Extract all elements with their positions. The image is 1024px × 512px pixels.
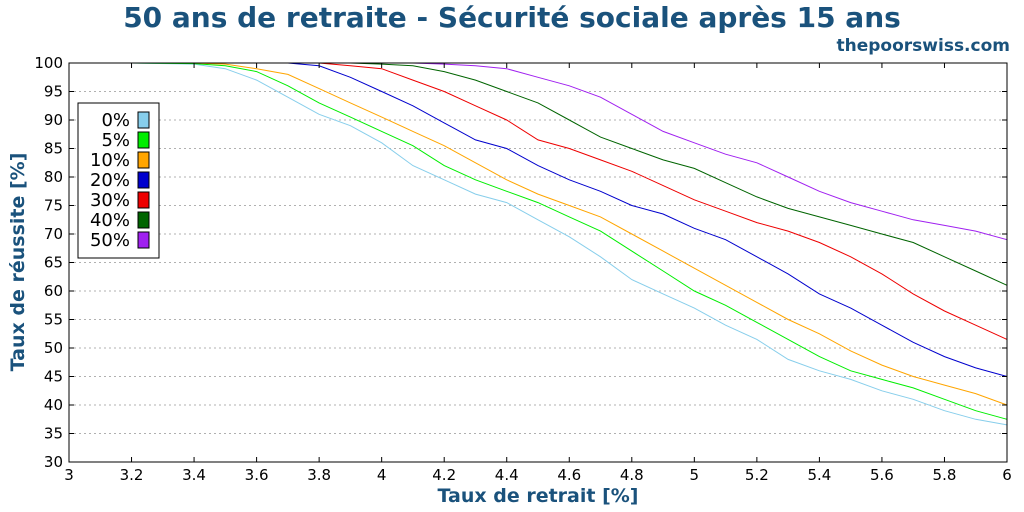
- legend: 0%5%10%20%30%40%50%: [77, 102, 160, 259]
- site-watermark: thepoorswiss.com: [836, 36, 1011, 56]
- legend-label: 40%: [90, 210, 130, 231]
- x-tick-label: 5.4: [807, 466, 831, 484]
- y-tick-label: 90: [44, 111, 63, 129]
- series-line-50pct: [69, 62, 1008, 241]
- legend-swatch: [137, 131, 150, 149]
- x-tick-label: 4.2: [432, 466, 456, 484]
- x-tick-label: 6: [1002, 466, 1012, 484]
- x-tick-label: 4: [377, 466, 387, 484]
- x-axis-ticks: 3 3.2 3.4 3.6 3.8 4 4.2 4.4 4.6 4.8 5 5.2 5.4 5.6 5.8 6: [64, 63, 1012, 484]
- legend-swatch: [137, 171, 150, 189]
- y-tick-label: 55: [44, 311, 63, 329]
- y-axis-label: Taux de réussite [%]: [7, 153, 29, 372]
- series-line-10pct: [69, 62, 1008, 406]
- series-line-30pct: [69, 62, 1008, 340]
- series-line-5pct: [69, 62, 1008, 420]
- x-tick-label: 5: [690, 466, 700, 484]
- x-tick-label: 4.8: [620, 466, 644, 484]
- y-tick-label: 35: [44, 425, 63, 443]
- grid-lines: [69, 91, 1007, 434]
- x-axis-label: Taux de retrait [%]: [438, 485, 639, 507]
- series-line-40pct: [69, 62, 1008, 286]
- y-axis-ticks: 30 35 40 45 50 55 60 65 70 75 80 85 90 95 100: [34, 54, 1007, 471]
- x-tick-label: 3.2: [120, 466, 144, 484]
- x-tick-label: 5.6: [870, 466, 894, 484]
- legend-label: 30%: [90, 190, 130, 211]
- series-lines: [69, 62, 1008, 426]
- y-tick-label: 40: [44, 396, 63, 414]
- y-tick-label: 45: [44, 368, 63, 386]
- x-tick-label: 4.4: [495, 466, 519, 484]
- y-tick-label: 60: [44, 282, 63, 300]
- x-tick-label: 3.4: [182, 466, 206, 484]
- x-tick-label: 5.2: [745, 466, 769, 484]
- legend-swatch: [137, 151, 150, 169]
- y-tick-label: 65: [44, 254, 63, 272]
- legend-label: 20%: [90, 170, 130, 191]
- legend-swatch: [137, 191, 150, 209]
- legend-label: 50%: [90, 230, 130, 251]
- y-tick-label: 85: [44, 140, 63, 158]
- legend-label: 5%: [101, 130, 130, 151]
- x-tick-label: 3.6: [245, 466, 269, 484]
- x-tick-label: 3.8: [307, 466, 331, 484]
- chart-title: 50 ans de retraite - Sécurité sociale ap…: [123, 1, 901, 34]
- y-tick-label: 50: [44, 339, 63, 357]
- y-tick-label: 95: [44, 83, 63, 101]
- legend-swatch: [137, 211, 150, 229]
- y-tick-label: 100: [34, 54, 63, 72]
- x-tick-label: 4.6: [557, 466, 581, 484]
- legend-label: 0%: [101, 110, 130, 131]
- legend-swatch: [137, 231, 150, 249]
- x-tick-label: 5.8: [933, 466, 957, 484]
- legend-swatch: [137, 111, 150, 129]
- y-tick-label: 70: [44, 225, 63, 243]
- legend-label: 10%: [90, 150, 130, 171]
- y-tick-label: 80: [44, 168, 63, 186]
- y-tick-label: 30: [44, 453, 63, 471]
- y-tick-label: 75: [44, 197, 63, 215]
- x-tick-label: 3: [64, 466, 74, 484]
- series-line-0pct: [69, 62, 1008, 426]
